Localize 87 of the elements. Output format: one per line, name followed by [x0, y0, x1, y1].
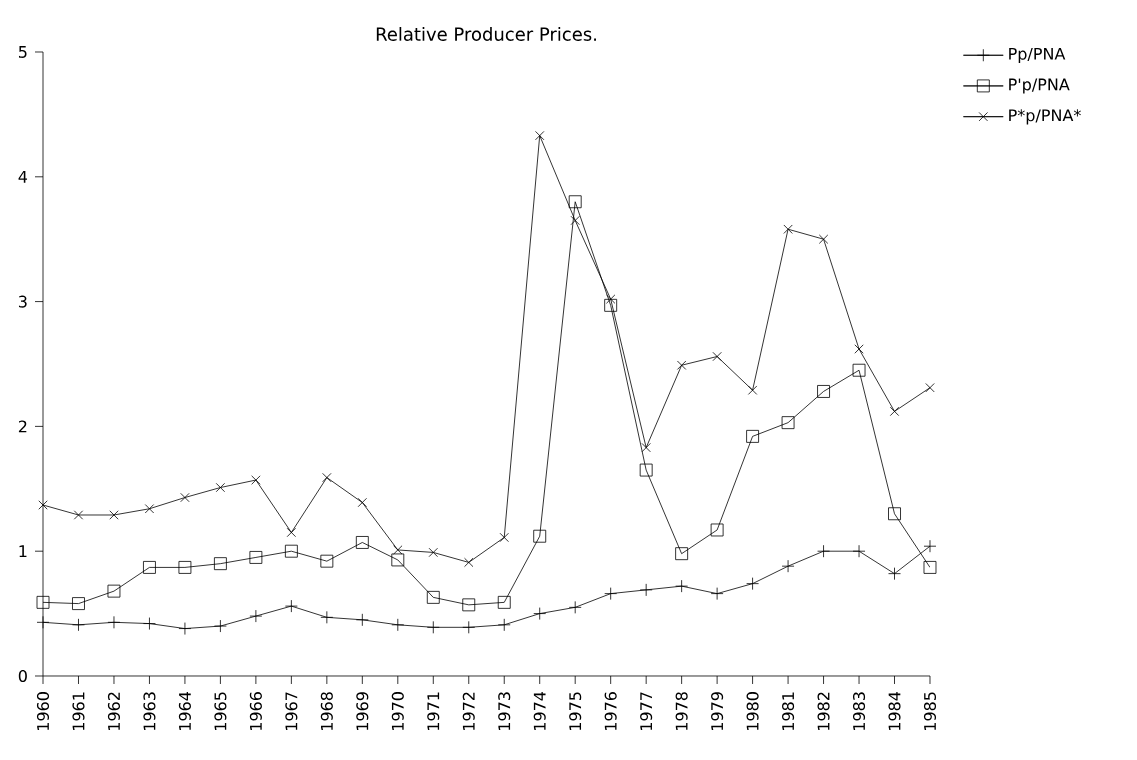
point	[641, 442, 651, 453]
point	[249, 551, 263, 564]
x-tick-label: 1968	[320, 692, 333, 731]
point	[852, 363, 866, 377]
point	[747, 385, 758, 395]
point	[320, 554, 334, 568]
y-tick-label: 4	[18, 170, 28, 183]
point	[464, 557, 474, 568]
x-tick-label: 1964	[178, 691, 191, 731]
y-tick-label: 5	[18, 46, 27, 58]
x-tick-label: 1970	[391, 692, 404, 731]
x-tick-label: 1962	[107, 692, 121, 731]
point	[178, 561, 192, 574]
point	[923, 561, 937, 574]
point	[462, 598, 476, 612]
point	[781, 416, 795, 430]
point	[925, 383, 935, 393]
x-tick-label: 1969	[356, 692, 369, 731]
point	[355, 536, 369, 549]
x-tick-label: 1963	[143, 692, 156, 731]
point	[497, 595, 511, 609]
point	[817, 385, 830, 398]
x-tick-label: 1973	[498, 692, 511, 731]
point	[286, 527, 297, 538]
x-tick-label: 1984	[888, 691, 901, 731]
legend-label: Pp/PNA	[1009, 47, 1066, 63]
point	[533, 529, 547, 543]
x-tick-label: 1985	[923, 692, 937, 731]
point	[604, 298, 618, 312]
y-tick-label: 0	[18, 669, 27, 683]
x-tick-label: 1979	[711, 692, 724, 731]
point	[568, 195, 582, 209]
point	[180, 492, 190, 503]
point	[639, 463, 653, 477]
x-tick-label: 1961	[72, 692, 85, 731]
x-tick-label: 1975	[569, 692, 582, 731]
x-tick-label: 1972	[462, 692, 475, 731]
x-tick-label: 1983	[852, 692, 866, 731]
point	[322, 472, 332, 483]
point	[73, 510, 84, 520]
point	[109, 510, 119, 520]
point	[570, 215, 580, 226]
x-tick-label: 1974	[533, 691, 546, 731]
x-tick-label: 1971	[427, 692, 440, 731]
x-tick-label: 1980	[746, 692, 759, 731]
point	[393, 545, 403, 555]
y-tick-label: 3	[18, 295, 27, 308]
point	[428, 547, 438, 558]
x-tick-label: 1967	[285, 692, 298, 731]
y-tick-label: 1	[19, 545, 27, 558]
x-tick-label: 1978	[675, 692, 688, 731]
point	[712, 351, 722, 362]
point	[144, 504, 155, 514]
y-tick-label: 2	[18, 420, 27, 433]
point	[284, 544, 298, 558]
x-tick-label: 1981	[782, 692, 795, 731]
point	[143, 561, 156, 574]
point	[675, 547, 689, 561]
point	[854, 344, 864, 354]
x-tick-label: 1976	[604, 692, 617, 731]
point	[426, 590, 440, 604]
point	[606, 294, 616, 304]
point	[357, 497, 367, 508]
point	[535, 130, 545, 141]
x-tick-label: 1966	[249, 692, 262, 731]
point	[107, 584, 121, 598]
legend-label: P*p/PNA*	[1009, 109, 1081, 125]
legend-label: P'p/PNA	[1009, 78, 1070, 94]
point	[746, 429, 759, 443]
point	[391, 553, 405, 567]
point	[889, 406, 900, 417]
point	[215, 482, 226, 493]
x-tick-label: 1982	[817, 692, 830, 731]
point	[36, 595, 50, 609]
chart-title: Relative Producer Prices.	[376, 27, 596, 41]
point	[888, 507, 901, 521]
point	[676, 360, 687, 370]
point	[710, 523, 724, 537]
point	[72, 597, 85, 610]
point	[818, 234, 829, 244]
x-tick-label: 1960	[36, 692, 50, 731]
point	[499, 532, 509, 543]
x-tick-label: 1977	[640, 692, 653, 731]
point	[783, 224, 793, 234]
point	[214, 557, 227, 571]
point	[251, 475, 261, 485]
x-tick-label: 1965	[214, 692, 227, 731]
